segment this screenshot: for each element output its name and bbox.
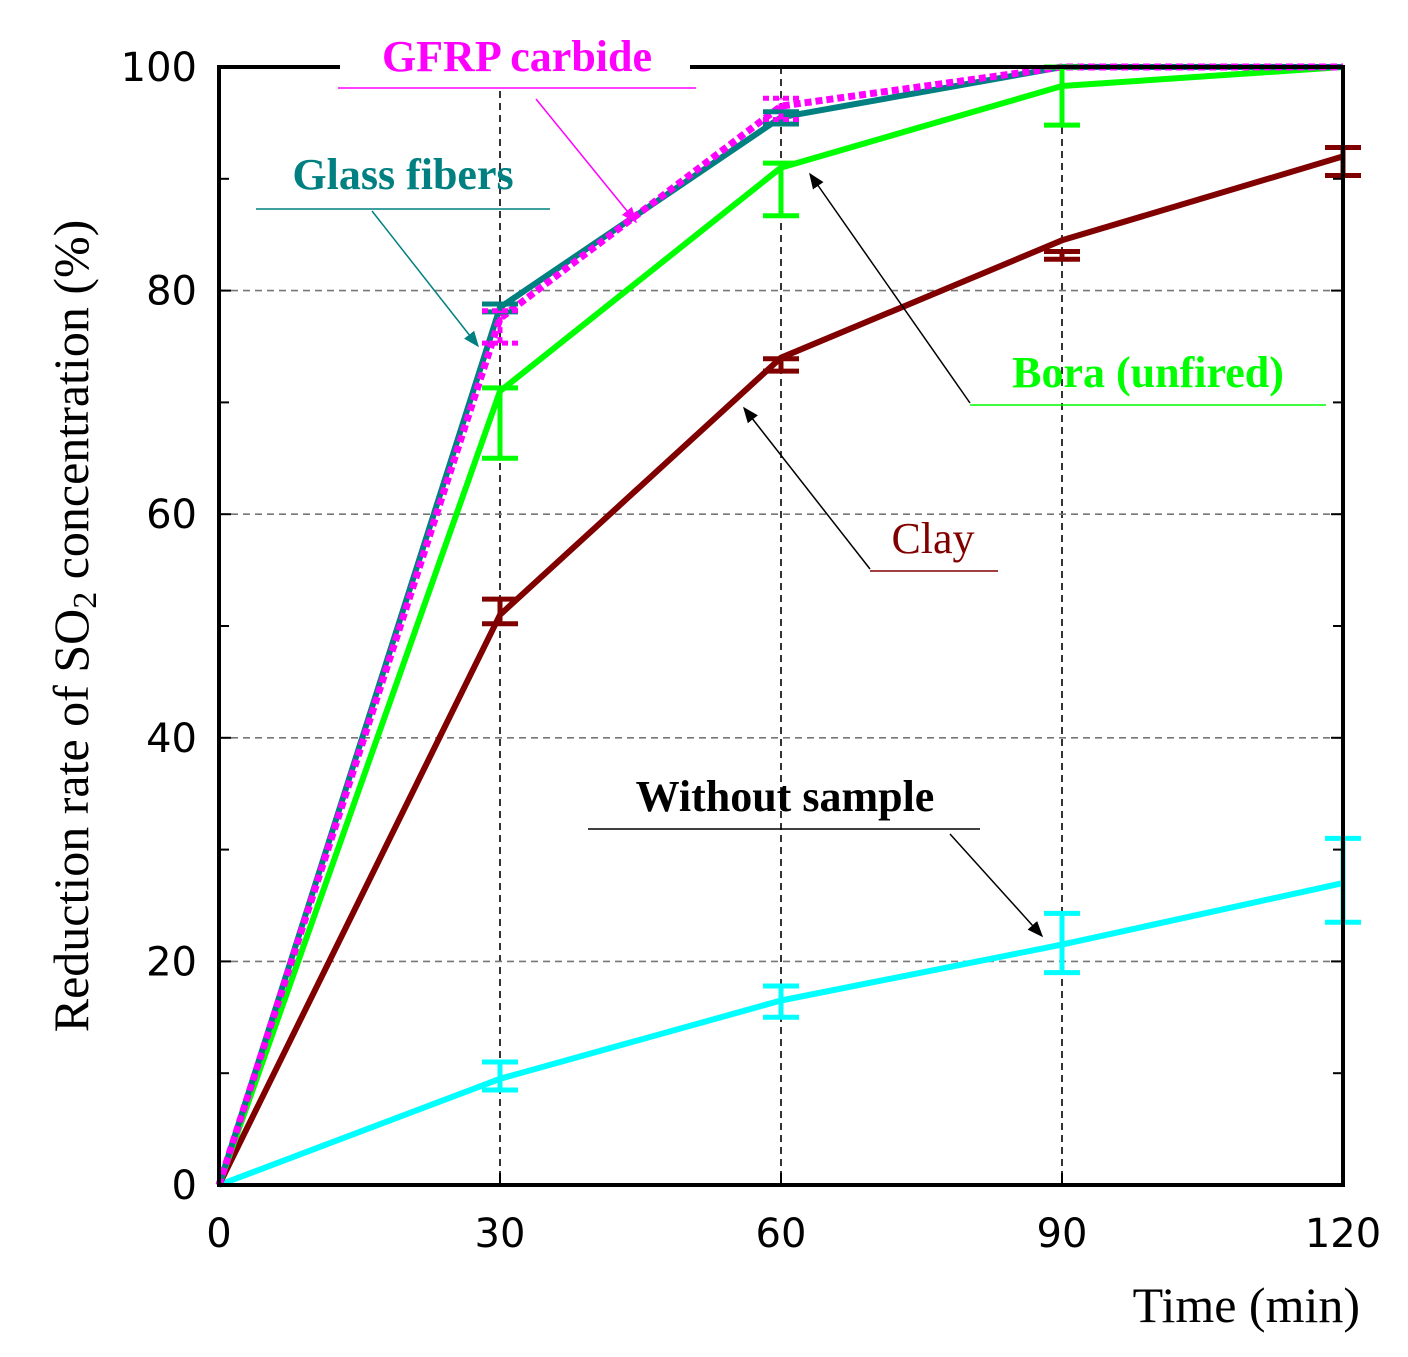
x-tick-label: 0	[206, 1211, 231, 1257]
error-bar-clay-30	[482, 596, 518, 627]
annotation-glass-fibers-label: Glass fibers	[292, 150, 513, 199]
y-tick-label: 100	[121, 45, 197, 91]
annotation-gfrp-carbide: GFRP carbide	[338, 30, 696, 224]
error-bar-clay-90	[1044, 248, 1080, 262]
annotation-bora-label: Bora (unfired)	[1012, 348, 1284, 397]
y-tick-label: 0	[172, 1163, 197, 1209]
error-bar-bora-unfired-90	[1044, 64, 1080, 128]
y-axis-title-main: Reduction rate of SO	[43, 609, 99, 1033]
y-axis-title-subscript: 2	[67, 592, 104, 609]
annotation-bora: Bora (unfired)	[809, 172, 1326, 406]
y-tick-label: 80	[146, 269, 197, 315]
y-tick-label: 60	[146, 492, 197, 538]
x-tick-label: 60	[756, 1211, 807, 1257]
annotation-clay: Clay	[743, 406, 998, 572]
annotation-clay-arrow	[743, 406, 871, 570]
y-axis-title: Reduction rate of SO2 concentration (%)	[43, 220, 104, 1033]
annotation-glass-fibers-arrow	[371, 210, 479, 348]
annotation-gfrp-carbide-arrow	[535, 98, 638, 224]
y-axis-title-tail: concentration (%)	[43, 220, 99, 592]
annotation-gfrp-carbide-label: GFRP carbide	[382, 32, 652, 81]
annotation-gfrp-carbide-bg	[340, 30, 690, 88]
error-bar-gfrp-carbide-60	[763, 95, 799, 123]
y-tick-label: 20	[146, 939, 197, 985]
annotation-without-sample-arrow	[949, 833, 1044, 938]
y-tick-label: 40	[146, 716, 197, 762]
error-bar-gfrp-carbide-30	[482, 308, 518, 346]
annotation-clay-label: Clay	[891, 514, 974, 563]
annotation-glass-fibers: Glass fibers	[256, 150, 550, 348]
annotation-without-sample-label: Without sample	[636, 772, 935, 821]
x-tick-label: 120	[1305, 1211, 1381, 1257]
error-bar-bora-unfired-60	[763, 160, 799, 219]
x-tick-label: 30	[475, 1211, 526, 1257]
annotation-bora-arrow	[809, 172, 971, 404]
error-bar-without-sample-60	[763, 983, 799, 1020]
axis-ticks: 0 30 60 90 120 0 20 40 60 80 100	[121, 45, 1382, 1257]
x-tick-label: 90	[1037, 1211, 1088, 1257]
annotation-without-sample: Without sample	[588, 772, 1044, 938]
x-axis-title: Time (min)	[1133, 1277, 1360, 1333]
error-bar-without-sample-30	[482, 1059, 518, 1093]
error-bars	[482, 64, 1361, 1093]
error-bar-clay-60	[763, 356, 799, 374]
error-bar-bora-unfired-30	[482, 385, 518, 461]
error-bar-without-sample-90	[1044, 910, 1080, 976]
